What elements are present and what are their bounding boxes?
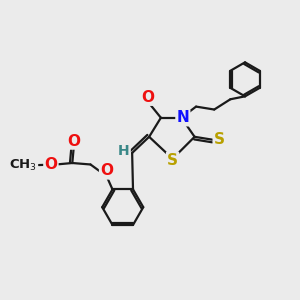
Text: O: O bbox=[100, 164, 113, 178]
Text: N: N bbox=[176, 110, 189, 125]
Text: H: H bbox=[118, 145, 130, 158]
Text: S: S bbox=[167, 153, 178, 168]
Text: O: O bbox=[67, 134, 80, 148]
Text: S: S bbox=[214, 132, 225, 147]
Text: O: O bbox=[142, 90, 154, 105]
Text: CH$_3$: CH$_3$ bbox=[9, 158, 37, 172]
Text: O: O bbox=[44, 157, 57, 172]
